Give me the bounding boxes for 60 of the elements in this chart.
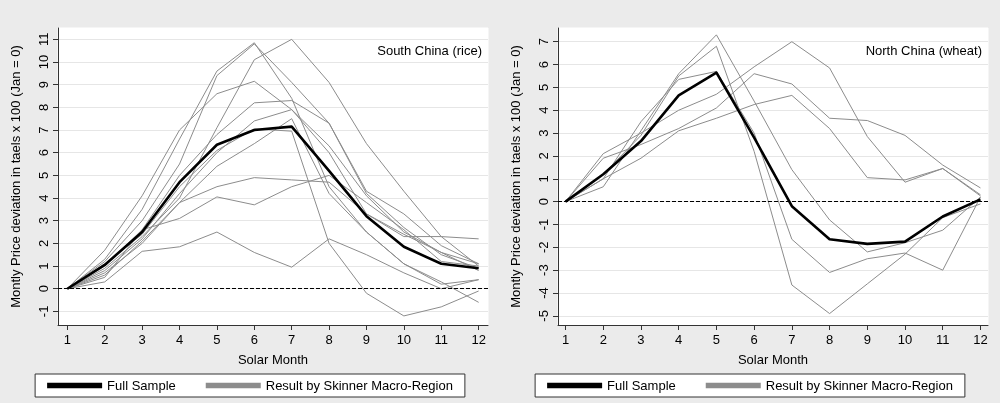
legend-label: Full Sample (607, 378, 676, 393)
y-tick-label: 6 (36, 149, 51, 157)
x-tick-label: 6 (250, 332, 258, 347)
y-tick-label: -2 (536, 241, 551, 254)
y-tick-label: 6 (536, 60, 551, 69)
y-tick-label: 1 (536, 175, 551, 183)
x-tick-label: 5 (712, 332, 721, 347)
x-tick-label: 11 (434, 332, 449, 347)
y-tick-label: 8 (36, 103, 51, 111)
legend-label: Result by Skinner Macro-Region (265, 378, 453, 393)
y-tick-label: 5 (36, 171, 51, 179)
legend-label: Full Sample (107, 378, 176, 393)
x-tick-label: 3 (637, 332, 645, 347)
y-axis-title: Montly Price deviation in taels x 100 (Jan = 0) (508, 45, 523, 308)
y-tick-label: 4 (36, 194, 51, 202)
legend-label: Result by Skinner Macro-Region (765, 378, 953, 393)
y-axis-title: Montly Price deviation in taels x 100 (Jan = 0) (8, 45, 23, 308)
y-tick-label: 7 (536, 38, 551, 46)
x-tick-label: 8 (825, 332, 834, 347)
annotation: South China (rice) (377, 43, 483, 58)
x-tick-label: 9 (863, 332, 871, 347)
x-tick-label: 7 (788, 332, 796, 347)
x-tick-label: 4 (175, 332, 184, 347)
x-tick-label: 11 (935, 332, 950, 347)
annotation: North China (wheat) (865, 43, 982, 58)
y-tick-label: 9 (36, 81, 51, 89)
x-axis-title: Solar Month (737, 352, 809, 367)
x-tick-label: 7 (288, 332, 296, 347)
x-tick-label: 8 (325, 332, 333, 347)
y-tick-label: 3 (536, 129, 551, 137)
x-tick-label: 6 (750, 332, 758, 347)
x-tick-label: 12 (471, 332, 486, 347)
x-tick-label: 2 (101, 332, 109, 347)
y-tick-label: 3 (36, 217, 51, 225)
x-tick-label: 12 (973, 332, 988, 347)
x-tick-label: 3 (138, 332, 146, 347)
x-tick-label: 1 (561, 332, 570, 347)
y-tick-label: 2 (536, 152, 551, 160)
x-axis-title: Solar Month (237, 352, 309, 367)
y-tick-label: 11 (36, 32, 51, 47)
y-tick-label: 7 (36, 126, 51, 134)
y-tick-label: 1 (36, 262, 51, 270)
y-tick-label: 4 (536, 106, 551, 114)
y-tick-label: -5 (536, 310, 551, 322)
x-tick-label: 10 (897, 332, 913, 347)
y-tick-label: 0 (36, 285, 51, 293)
y-tick-label: -1 (536, 218, 551, 231)
x-tick-label: 9 (362, 332, 371, 347)
y-tick-label: 2 (36, 239, 51, 247)
y-tick-label: 0 (536, 198, 551, 206)
y-tick-label: -4 (536, 287, 551, 299)
x-tick-label: 1 (63, 332, 71, 347)
y-tick-label: 10 (36, 54, 51, 70)
x-tick-label: 4 (675, 332, 683, 347)
y-tick-label: -3 (536, 264, 551, 276)
x-tick-label: 10 (396, 332, 412, 347)
y-tick-label: 5 (536, 83, 551, 92)
x-tick-label: 2 (599, 332, 607, 347)
y-tick-label: -1 (36, 305, 51, 318)
x-tick-label: 5 (213, 332, 221, 347)
